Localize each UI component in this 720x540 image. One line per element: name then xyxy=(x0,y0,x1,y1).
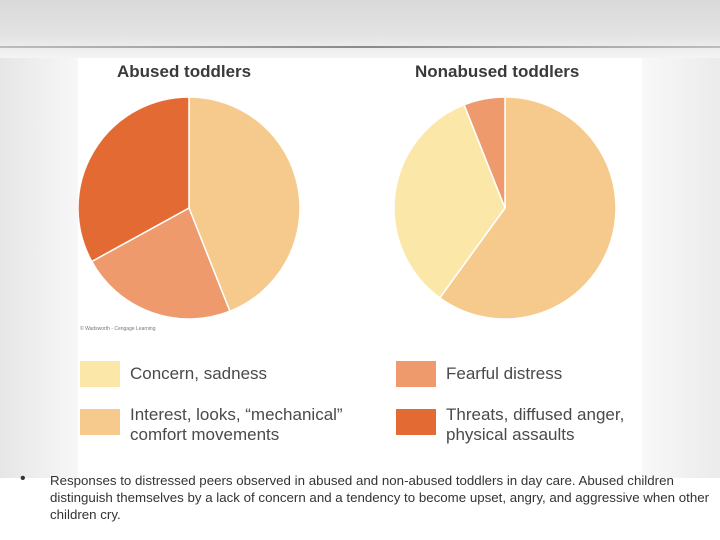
slide-caption: Responses to distressed peers observed i… xyxy=(50,473,710,522)
legend-text-line: Interest, looks, “mechanical” xyxy=(130,405,343,424)
legend-label-fearful-distress: Fearful distress xyxy=(446,364,562,384)
pie-nonabused xyxy=(393,96,617,320)
slide-right-shade xyxy=(642,58,720,478)
pie-slice xyxy=(188,96,301,313)
legend-swatch xyxy=(396,361,436,387)
pie-charts-svg xyxy=(78,96,617,320)
legend-label-threats: Threats, diffused anger, physical assaul… xyxy=(446,405,624,445)
legend-text-line: Threats, diffused anger, xyxy=(446,405,625,424)
image-credit: © Wadsworth - Cengage Learning xyxy=(80,326,156,332)
legend-label-interest: Interest, looks, “mechanical” comfort mo… xyxy=(130,405,343,445)
legend-text-line: Fearful distress xyxy=(446,364,563,383)
legend-item-interest: Interest, looks, “mechanical” comfort mo… xyxy=(80,405,380,453)
bullet-point: • xyxy=(20,470,26,487)
slide-left-shade xyxy=(0,58,78,478)
legend-item-fearful-distress: Fearful distress xyxy=(396,361,636,391)
legend-text-line: physical assaults xyxy=(446,425,575,444)
pie-slice xyxy=(438,96,617,320)
legend-text-line: Concern, sadness xyxy=(130,364,268,383)
pie-abused xyxy=(78,96,301,320)
pie-slice xyxy=(463,96,506,209)
slide-header-rule xyxy=(0,46,720,48)
chart-title-nonabused: Nonabused toddlers xyxy=(415,62,580,81)
legend-text-line: comfort movements xyxy=(130,425,280,444)
legend-swatch xyxy=(396,409,436,435)
slide-header-band xyxy=(0,0,720,58)
pie-slice xyxy=(393,103,506,299)
pie-slice xyxy=(90,206,231,320)
legend-label-concern: Concern, sadness xyxy=(130,364,267,384)
pie-charts-figure: Abused toddlers Nonabused toddlers © Wad… xyxy=(78,58,642,458)
pie-slice xyxy=(78,96,190,263)
legend-swatch xyxy=(80,361,120,387)
legend-item-threats: Threats, diffused anger, physical assaul… xyxy=(396,405,642,453)
chart-title-abused: Abused toddlers xyxy=(117,62,252,81)
legend-swatch xyxy=(80,409,120,435)
legend-item-concern: Concern, sadness xyxy=(80,361,350,391)
